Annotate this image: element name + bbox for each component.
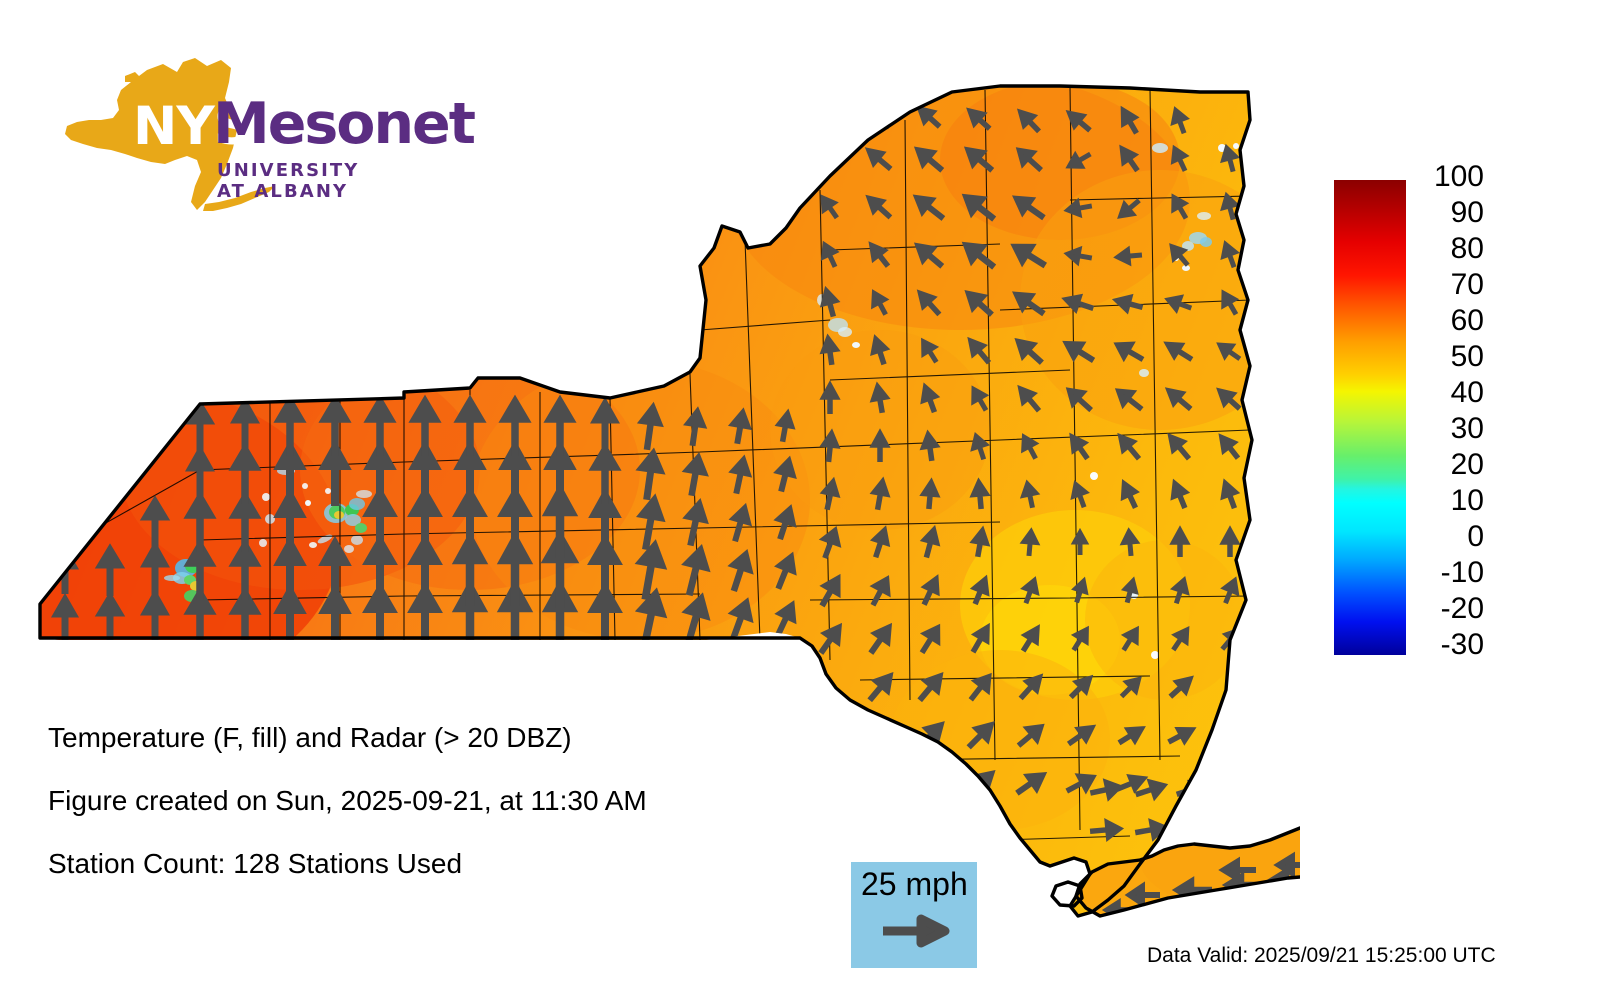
colorbar-tick-90: 90 [1450, 196, 1484, 229]
temperature-colorbar [1334, 180, 1406, 655]
figure-created-text: Figure created on Sun, 2025-09-21, at 11… [48, 785, 647, 816]
temperature-map [38, 84, 1300, 918]
colorbar-tick-80: 80 [1450, 232, 1484, 265]
data-valid-timestamp: Data Valid: 2025/09/21 15:25:00 UTC [1147, 944, 1496, 967]
colorbar-gradient [1334, 180, 1406, 655]
colorbar-tick-70: 70 [1450, 268, 1484, 301]
colorbar-tick-0: 0 [1467, 520, 1484, 553]
colorbar-tick-m30: -30 [1440, 628, 1484, 661]
colorbar-tick-m10: -10 [1440, 556, 1484, 589]
nys-mesonet-logo: NYS Mesonet UNIVERSITY AT ALBANY [55, 52, 476, 212]
station-count-text: Station Count: 128 Stations Used [48, 848, 463, 879]
logo-mesonet-text: Mesonet [213, 91, 476, 157]
wind-legend-label: 25 mph [861, 866, 968, 902]
colorbar-tick-40: 40 [1450, 376, 1484, 409]
state-outline [38, 84, 1300, 918]
colorbar-tick-m20: -20 [1440, 592, 1484, 625]
colorbar-tick-30: 30 [1450, 412, 1484, 445]
colorbar-tick-10: 10 [1450, 484, 1484, 517]
wind-scale-legend: 25 mph [851, 862, 977, 968]
colorbar-tick-100: 100 [1433, 160, 1484, 193]
colorbar-tick-labels: 100 90 80 70 60 50 40 30 20 10 0 -10 -20… [1412, 160, 1492, 680]
arrow-right-icon [883, 914, 950, 948]
colorbar-tick-60: 60 [1450, 304, 1484, 337]
logo-nys-text: NYS [133, 96, 252, 157]
ny-state-logo-shape [65, 58, 275, 211]
plot-title: Temperature (F, fill) and Radar (> 20 DB… [48, 722, 572, 753]
map-svg [38, 84, 1300, 918]
colorbar-tick-50: 50 [1450, 340, 1484, 373]
wind-vector-field [50, 105, 1300, 916]
logo-university-text: UNIVERSITY AT ALBANY [217, 160, 360, 202]
colorbar-tick-20: 20 [1450, 448, 1484, 481]
